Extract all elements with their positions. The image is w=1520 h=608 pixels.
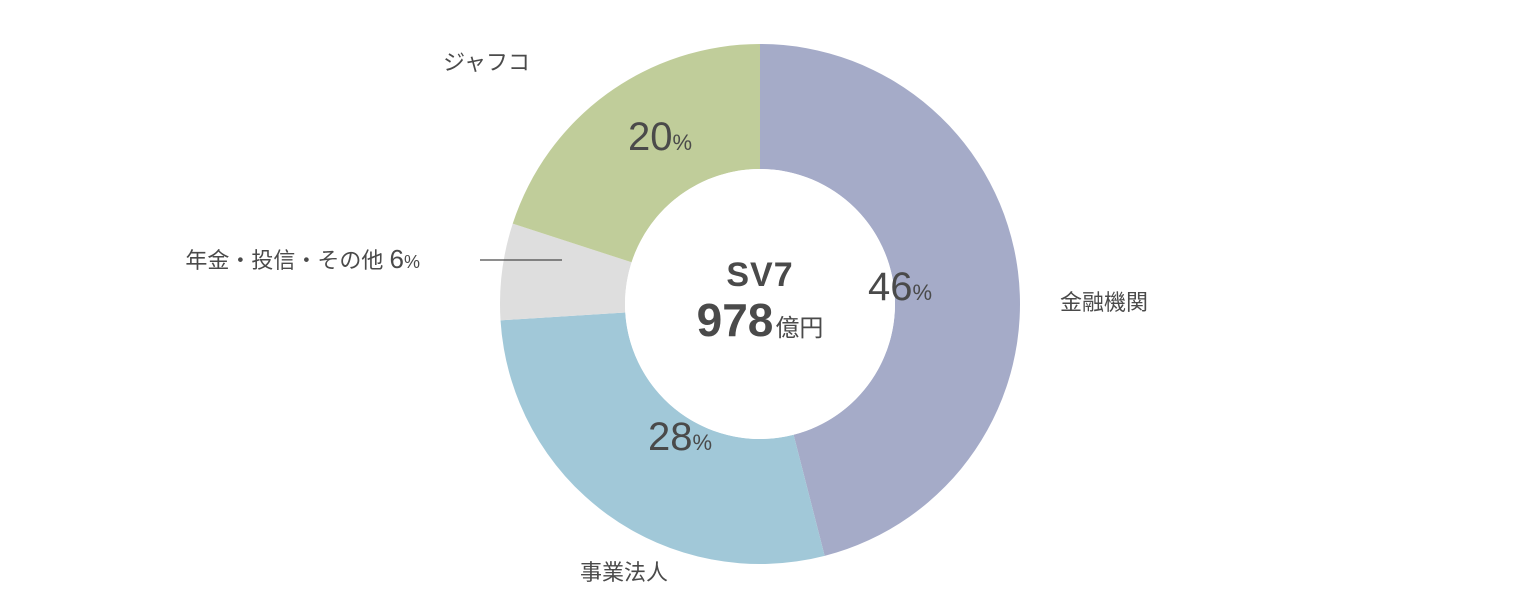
label-business: 事業法人	[580, 560, 668, 585]
label-financial: 金融機関	[1060, 290, 1148, 315]
donut-chart: SV7978億円46%金融機関28%事業法人年金・投信・その他 6%20%ジャフ…	[0, 0, 1520, 608]
center-title: SV7	[726, 256, 793, 294]
label-jafco: ジャフコ	[443, 50, 530, 75]
label-pension: 年金・投信・その他 6%	[185, 244, 420, 274]
